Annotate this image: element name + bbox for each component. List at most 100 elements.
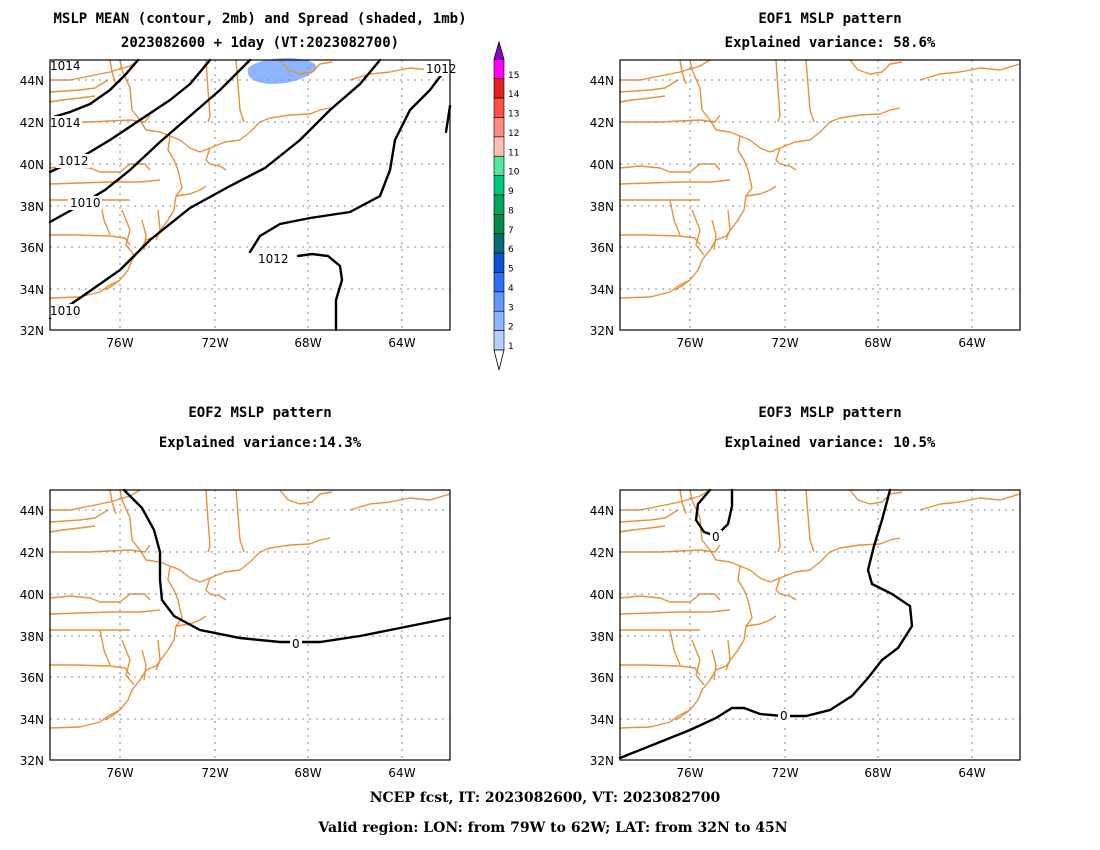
lon-tick-label: 68W: [864, 336, 891, 350]
lat-tick-label: 34N: [590, 713, 614, 727]
panel-eof2: EOF2 MSLP pattern Explained variance:14.…: [49, 405, 452, 761]
lat-tick-label: 36N: [20, 671, 44, 685]
colorbar-segment: [493, 59, 505, 80]
contour-label: 1012: [426, 62, 457, 76]
lon-tick-label: 76W: [676, 766, 703, 780]
lat-tick-label: 32N: [20, 324, 44, 338]
lat-tick-label: 32N: [590, 324, 614, 338]
colorbar-label: 6: [508, 245, 514, 255]
lat-tick-label: 38N: [590, 630, 614, 644]
lat-tick-label: 36N: [20, 241, 44, 255]
lon-tick-label: 76W: [106, 766, 133, 780]
colorbar-label: 12: [508, 129, 519, 139]
lon-tick-label: 76W: [676, 336, 703, 350]
lat-tick-label: 40N: [590, 588, 614, 602]
colorbar-label: 1: [508, 342, 514, 352]
lat-tick-label: 32N: [590, 754, 614, 768]
colorbar-segment: [493, 97, 505, 118]
lat-tick-label: 44N: [20, 74, 44, 88]
lat-tick-label: 42N: [20, 116, 44, 130]
colorbar-segment: [493, 233, 505, 254]
contour-label: 1014: [50, 59, 81, 73]
graticule: [620, 60, 1020, 330]
lon-tick-label: 76W: [106, 336, 133, 350]
colorbar-label: 4: [508, 284, 514, 294]
contour-label: 1010: [50, 304, 81, 318]
colorbar-segment: [493, 194, 505, 215]
lat-tick-label: 34N: [20, 283, 44, 297]
panel-eof1-subtitle: Explained variance: 58.6%: [725, 35, 936, 51]
contour-label: 1012: [58, 154, 89, 168]
colorbar-segment: [493, 214, 505, 235]
lon-tick-label: 72W: [201, 336, 228, 350]
panel-eof3-map: 0 0: [618, 488, 1021, 761]
lat-tick-label: 34N: [590, 283, 614, 297]
panel-eof2-title: EOF2 MSLP pattern: [188, 405, 331, 421]
colorbar-label: 9: [508, 187, 514, 197]
panel-eof1-title: EOF1 MSLP pattern: [758, 11, 901, 27]
lat-tick-label: 40N: [20, 588, 44, 602]
contour-label: 1014: [50, 116, 81, 130]
colorbar-min-arrow: [493, 349, 505, 371]
colorbar-label: 13: [508, 110, 519, 120]
colorbar-label: 8: [508, 206, 514, 216]
lon-tick-label: 68W: [864, 766, 891, 780]
contour-label: 0: [292, 637, 300, 651]
colorbar-segment: [493, 136, 505, 157]
lon-tick-label: 72W: [771, 336, 798, 350]
lat-tick-label: 44N: [590, 504, 614, 518]
lat-tick-label: 32N: [20, 754, 44, 768]
lon-tick-label: 64W: [958, 766, 985, 780]
colorbar-label: 15: [508, 71, 519, 81]
colorbar-segment: [493, 175, 505, 196]
lon-tick-label: 72W: [771, 766, 798, 780]
lon-tick-label: 64W: [388, 336, 415, 350]
lat-tick-label: 38N: [20, 200, 44, 214]
lat-tick-label: 38N: [20, 630, 44, 644]
lat-tick-label: 34N: [20, 713, 44, 727]
footer-forecast-info: NCEP fcst, IT: 2023082600, VT: 202308270…: [370, 790, 721, 806]
colorbar-segment: [493, 78, 505, 99]
panel-mean: MSLP MEAN (contour, 2mb) and Spread (sha…: [48, 11, 467, 332]
panel-eof3: EOF3 MSLP pattern Explained variance: 10…: [618, 405, 1021, 761]
panel-eof2-subtitle: Explained variance:14.3%: [159, 435, 362, 451]
contour-label: 0: [712, 530, 720, 544]
spread-shading: [247, 58, 317, 84]
colorbar-segment: [493, 117, 505, 138]
lon-tick-label: 68W: [294, 336, 321, 350]
colorbar-label: 7: [508, 226, 514, 236]
eof2-contours: [122, 488, 452, 644]
contour-label: 1010: [70, 196, 101, 210]
colorbar-segment: [493, 272, 505, 293]
lat-tick-label: 42N: [20, 546, 44, 560]
contour-label: 1012: [258, 252, 289, 266]
panel-eof1: EOF1 MSLP pattern Explained variance: 58…: [619, 11, 1021, 331]
lon-tick-label: 64W: [388, 766, 415, 780]
panel-eof2-map: 0: [49, 488, 452, 761]
colorbar-segment: [493, 155, 505, 176]
colorbar-segment: [493, 252, 505, 273]
panel-eof3-subtitle: Explained variance: 10.5%: [725, 435, 936, 451]
lat-tick-label: 44N: [20, 504, 44, 518]
contour-label: 0: [780, 709, 788, 723]
panel-mean-map: 1014 1012 1010 1010 1012 1012 1014: [48, 58, 457, 332]
lat-tick-label: 38N: [590, 200, 614, 214]
contour-labels: 1014 1012 1010 1010 1012 1012 1014: [48, 59, 457, 318]
panel-eof3-title: EOF3 MSLP pattern: [758, 405, 901, 421]
lat-tick-label: 42N: [590, 546, 614, 560]
colorbar-segment: [493, 291, 505, 312]
lat-tick-label: 36N: [590, 671, 614, 685]
colorbar-label: 5: [508, 265, 514, 275]
colorbar-label: 2: [508, 323, 514, 333]
colorbar-segment: [493, 330, 505, 351]
footer-valid-region: Valid region: LON: from 79W to 62W; LAT:…: [317, 820, 787, 836]
lat-tick-label: 44N: [590, 74, 614, 88]
colorbar-label: 14: [508, 90, 520, 100]
colorbar-segment: [493, 310, 505, 331]
panel-mean-subtitle: 2023082600 + 1day (VT:2023082700): [121, 35, 399, 51]
lat-tick-label: 36N: [590, 241, 614, 255]
lat-tick-label: 40N: [590, 158, 614, 172]
lon-tick-label: 68W: [294, 766, 321, 780]
